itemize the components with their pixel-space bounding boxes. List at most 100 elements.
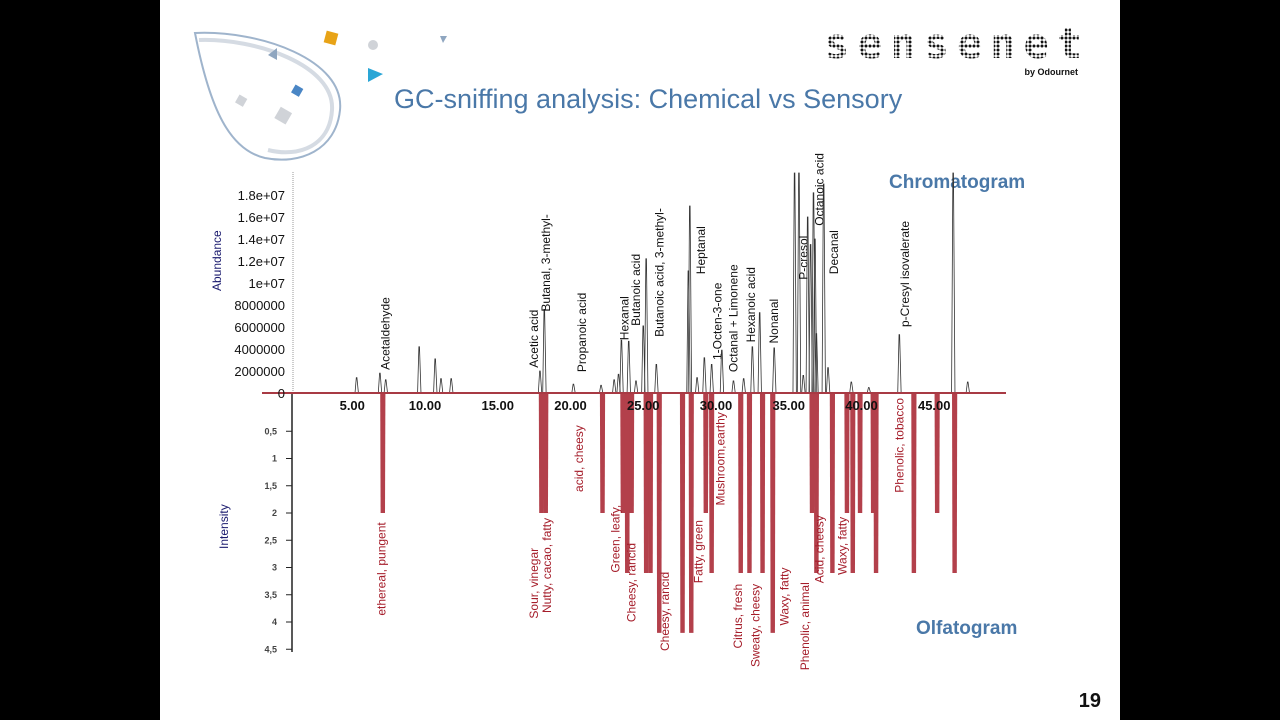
intensity-axis-label: Intensity xyxy=(217,504,231,549)
chromatogram-peak xyxy=(542,309,547,394)
slide-background xyxy=(160,0,1120,720)
abundance-tick-label: 1.6e+07 xyxy=(238,210,285,225)
chromatogram-peak xyxy=(965,381,970,394)
intensity-tick-label: 4 xyxy=(272,617,277,627)
abundance-tick-label: 6000000 xyxy=(234,320,285,335)
x-tick-label: 5.00 xyxy=(340,398,365,413)
odor-labels: ethereal, pungent Sour, vinegar Nutty, cac… xyxy=(374,398,906,671)
chromatogram-peak xyxy=(719,349,725,394)
compound-label: Propanoic acid xyxy=(575,293,589,372)
olfatogram-bar xyxy=(688,393,694,633)
chromatogram-peak xyxy=(377,372,383,394)
olfatogram-bar xyxy=(770,393,776,633)
chromatogram-peak xyxy=(654,364,659,394)
chromatogram-peak xyxy=(537,370,543,394)
abundance-tick-label: 2000000 xyxy=(234,364,285,379)
olfatogram-bar xyxy=(629,393,635,513)
compound-label: Butanal, 3-methyl- xyxy=(539,214,553,311)
x-tick-label: 40.00 xyxy=(845,398,878,413)
chromatogram-peak xyxy=(599,384,604,394)
x-tick-label: 35.00 xyxy=(772,398,805,413)
x-tick-label: 10.00 xyxy=(409,398,442,413)
olfatogram-bar xyxy=(809,393,815,513)
olfatogram-bar xyxy=(380,393,386,513)
abundance-axis-label: Abundance xyxy=(210,230,224,291)
olfatogram-bar xyxy=(850,393,856,573)
intensity-tick-label: 2,5 xyxy=(264,535,277,545)
compound-label: p-Cresyl isovalerate xyxy=(898,221,912,327)
chromatogram-peak xyxy=(821,183,826,394)
logo-subtext: by Odournet xyxy=(1025,67,1079,77)
chromatogram-peak xyxy=(805,216,810,394)
chromatogram-peak xyxy=(695,377,700,394)
abundance-tick-label: 1.4e+07 xyxy=(238,232,285,247)
chromatogram-peak xyxy=(619,339,624,394)
compound-label: Octanoic acid xyxy=(812,153,826,226)
olfatogram-bar xyxy=(543,393,549,513)
intensity-tick-label: 4,5 xyxy=(264,644,277,654)
chromatogram-peak xyxy=(772,347,777,394)
olfatogram-bar xyxy=(620,393,626,513)
x-tick-label: 25.00 xyxy=(627,398,660,413)
intensity-tick-label: 3,5 xyxy=(264,590,277,600)
odor-descriptor-label: Waxy, fatty xyxy=(836,517,850,575)
compound-label: Heptanal xyxy=(694,226,708,274)
chromatogram-peak xyxy=(951,172,956,394)
odor-descriptor-label: Sweaty, cheesy xyxy=(748,584,762,667)
chromatogram-peak xyxy=(796,172,802,394)
chromatogram-peak xyxy=(687,205,693,394)
olfatogram-bar xyxy=(873,393,879,573)
chromatogram-peak xyxy=(571,383,576,394)
compound-label: Hexanoic acid xyxy=(744,267,758,342)
odor-descriptor-label: Green, leafy, xyxy=(609,505,623,573)
odor-descriptor-label: Phenolic, tobacco xyxy=(892,398,906,493)
x-tick-label: 20.00 xyxy=(554,398,587,413)
odor-descriptor-label: Fatty, green xyxy=(692,520,706,583)
abundance-tick-label: 4000000 xyxy=(234,342,285,357)
odor-descriptor-label: Cheesy, rancid xyxy=(658,572,672,651)
chromatogram-peak xyxy=(801,375,806,394)
chromatogram-peak xyxy=(897,334,902,394)
chromatogram-peak xyxy=(686,270,691,394)
chromatogram-peak xyxy=(644,258,649,394)
chromatogram-peak xyxy=(641,325,646,394)
compound-label: Butanoic acid, 3-methyl- xyxy=(652,208,666,337)
droplet-decoration-icon xyxy=(193,30,447,161)
abundance-tick-label: 8000000 xyxy=(234,298,285,313)
odor-descriptor-label: Cheesy, rancid xyxy=(625,543,639,622)
chromatogram-peak xyxy=(633,380,639,394)
chromatogram-peak xyxy=(792,172,797,394)
olfatogram-bar xyxy=(703,393,709,513)
intensity-tick-label: 1 xyxy=(272,454,277,464)
odor-descriptor-label: Waxy, fatty xyxy=(777,568,791,626)
abundance-tick-label: 1.8e+07 xyxy=(238,188,285,203)
x-axis-ticks: 5.00 10.00 15.00 20.00 25.00 30.00 35.00 40.00 4… xyxy=(340,398,951,413)
chromatogram-peak xyxy=(826,367,831,394)
chromatogram-peak xyxy=(433,358,438,394)
odor-descriptor-label: Sour, vinegar xyxy=(527,548,541,619)
compound-label: Hexanal xyxy=(617,296,631,340)
chromatogram-peak xyxy=(449,378,454,394)
chromatogram-peak xyxy=(626,340,631,394)
olfatogram-bar xyxy=(911,393,917,573)
olfatogram-bar xyxy=(599,393,606,513)
compound-label: Nonanal xyxy=(767,299,781,344)
olfatogram-bar xyxy=(857,393,863,513)
chromatogram-title: Chromatogram xyxy=(889,172,1025,193)
compound-label: 1-Octen-3-one xyxy=(710,282,724,360)
chromatogram-peak xyxy=(814,333,819,394)
chromatogram-peak xyxy=(812,238,818,394)
olfatogram-bar xyxy=(679,393,686,633)
olfatogram-bars xyxy=(380,393,958,633)
chromatogram-peak xyxy=(808,244,813,394)
chromatogram-peak xyxy=(439,378,444,394)
slide-title: GC-sniffing analysis: Chemical vs Sensor… xyxy=(394,84,903,114)
olfatogram-title: Olfatogram xyxy=(916,618,1017,639)
chromatogram-peak xyxy=(866,387,871,394)
chromatogram-peak xyxy=(354,377,359,394)
abundance-tick-label: 0 xyxy=(278,386,285,401)
compound-label: P-cresol xyxy=(796,236,810,280)
intensity-tick-label: 2 xyxy=(272,508,277,518)
